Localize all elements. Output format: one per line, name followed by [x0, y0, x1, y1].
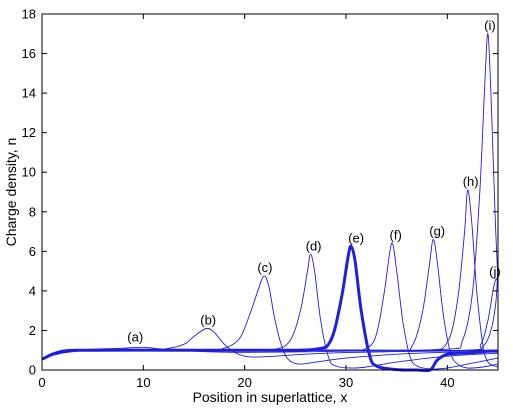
y-tick-label-12: 12: [22, 125, 36, 140]
y-tick-label-6: 6: [29, 244, 36, 259]
y-tick-label-2: 2: [29, 323, 36, 338]
y-tick-label-16: 16: [22, 46, 36, 61]
curves-group: [41, 33, 499, 373]
x-tick-label-10: 10: [136, 375, 150, 390]
annotation-e: (e): [348, 230, 364, 245]
y-axis-label: Charge density, n: [3, 138, 19, 247]
annotation-i: (i): [484, 18, 496, 33]
y-tick-label-0: 0: [29, 363, 36, 378]
x-axis-label: Position in superlattice, x: [193, 389, 348, 405]
annotation-j: (j): [489, 264, 501, 279]
annotation-d: (d): [306, 238, 322, 253]
annotation-h: (h): [463, 174, 479, 189]
x-tick-label-20: 20: [237, 375, 251, 390]
curve-extra-10: [41, 261, 499, 359]
x-tick-label-30: 30: [339, 375, 353, 390]
curve-b: [41, 327, 499, 360]
annotations-group: (a) (b) (c) (d) (e) (f) (g) (h) (i) (j): [127, 18, 500, 345]
y-tick-label-10: 10: [22, 165, 36, 180]
ticks-group: 0 10 20 30 40 0 2 4 6 8 10 12 14 16 18: [22, 7, 498, 390]
x-tick-label-0: 0: [38, 375, 45, 390]
y-tick-label-18: 18: [22, 7, 36, 22]
annotation-f: (f): [390, 227, 402, 242]
plot-frame: [41, 13, 499, 371]
y-tick-label-8: 8: [29, 204, 36, 219]
y-tick-label-14: 14: [22, 86, 36, 101]
annotation-a: (a): [127, 329, 143, 344]
annotation-c: (c): [257, 260, 272, 275]
x-tick-label-40: 40: [440, 375, 454, 390]
y-tick-label-4: 4: [29, 283, 36, 298]
curve-h: [41, 189, 499, 368]
annotation-b: (b): [200, 313, 216, 328]
annotation-g: (g): [429, 224, 445, 239]
curve-i: [41, 33, 499, 359]
